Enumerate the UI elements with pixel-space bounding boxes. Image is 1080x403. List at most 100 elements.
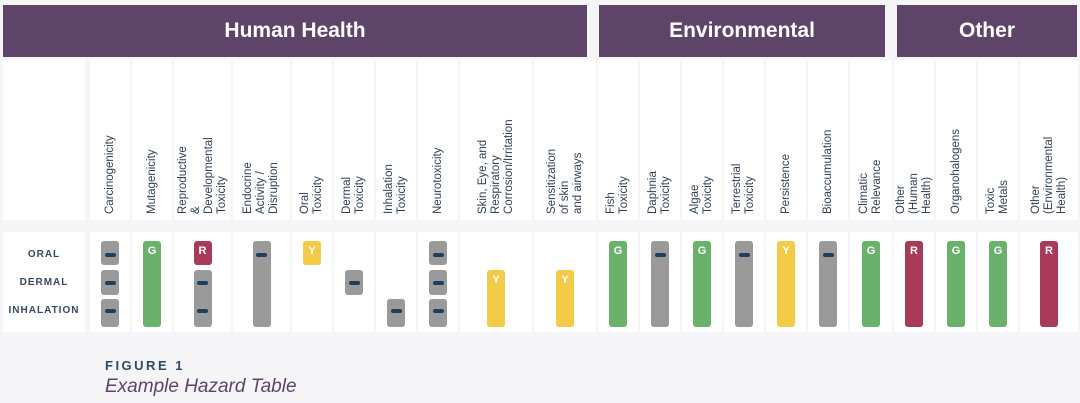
column-header-label: Mutagenicity <box>145 149 158 214</box>
hazard-mark <box>193 270 212 327</box>
column-cell: G <box>132 232 172 332</box>
column-header: Sensitization of skin and airways <box>534 60 596 220</box>
column-header: Fish Toxicity <box>598 60 638 220</box>
hazard-mark: R <box>1040 241 1058 327</box>
group-header-0: Human Health <box>3 5 587 57</box>
column-header: Bioaccumulation <box>808 60 848 220</box>
figure-label: FIGURE 1 <box>105 358 185 373</box>
row-label-column: ORAL DERMAL INHALATION <box>3 232 85 332</box>
unknown-dash-icon <box>390 309 402 313</box>
hazard-mark: R <box>905 241 923 327</box>
column-header: Persistence <box>766 60 806 220</box>
hazard-mark <box>735 241 753 327</box>
column-cell <box>418 232 458 332</box>
unknown-dash-icon <box>738 253 750 257</box>
column-cell: Y <box>460 232 532 332</box>
hazard-mark: G <box>609 241 627 327</box>
unknown-dash-icon <box>432 309 444 313</box>
column-header-label: Toxic Metals <box>985 180 1010 214</box>
column-header-label: Persistence <box>779 153 792 214</box>
column-cell <box>376 232 416 332</box>
group-header-1: Environmental <box>599 5 885 57</box>
column-header-label: Organohalogens <box>949 128 962 214</box>
column-header-label: Climatic Relevance <box>858 159 883 214</box>
column-header-label: Algae Toxicity <box>689 176 714 214</box>
hazard-mark: G <box>143 241 161 327</box>
column-cell: R <box>1020 232 1078 332</box>
column-cell <box>90 232 130 332</box>
hazard-mark <box>429 299 447 327</box>
figure-title: Example Hazard Table <box>105 376 297 397</box>
hazard-mark <box>387 299 405 327</box>
hazard-mark <box>819 241 837 327</box>
column-header-label: Terrestrial Toxicity <box>731 163 756 214</box>
column-cell: G <box>598 232 638 332</box>
unknown-dash-icon <box>654 253 666 257</box>
column-header-label: Oral Toxicity <box>299 176 324 214</box>
column-cell: G <box>936 232 976 332</box>
column-cell: Y <box>292 232 332 332</box>
column-header: Reproductive & Developmental Toxicity <box>174 60 231 220</box>
row-label-dermal: DERMAL <box>19 277 69 288</box>
column-header: Other (Environmental Health) <box>1020 60 1078 220</box>
column-header: Endocrine Activity / Disruption <box>233 60 290 220</box>
hazard-mark: Y <box>487 270 505 327</box>
column-header: Organohalogens <box>936 60 976 220</box>
unknown-dash-icon <box>256 253 267 257</box>
group-header-2: Other <box>897 5 1077 57</box>
column-header-label: Endocrine Activity / Disruption <box>242 162 280 214</box>
column-header: Toxic Metals <box>978 60 1018 220</box>
unknown-dash-icon <box>348 281 360 285</box>
hazard-mark: Y <box>556 270 574 327</box>
column-header-label: Sensitization of skin and airways <box>545 148 584 214</box>
row-label-oral: ORAL <box>27 249 61 260</box>
column-cell <box>724 232 764 332</box>
hazard-mark: G <box>693 241 711 327</box>
column-cell: R <box>894 232 934 332</box>
column-header-label: Neurotoxicity <box>431 147 444 214</box>
column-cell <box>334 232 374 332</box>
hazard-mark <box>252 241 271 327</box>
column-header: Neurotoxicity <box>418 60 458 220</box>
hazard-mark: G <box>947 241 965 327</box>
row-label-inhalation: INHALATION <box>8 305 80 316</box>
column-cell: G <box>682 232 722 332</box>
column-header-label: Reproductive & Developmental Toxicity <box>176 137 228 214</box>
unknown-dash-icon <box>104 253 116 257</box>
column-header-label: Carcinogenicity <box>103 135 116 214</box>
column-header: Other (Human Health) <box>894 60 934 220</box>
column-header-label: Other (Human Health) <box>894 173 933 214</box>
hazard-mark: Y <box>777 241 795 327</box>
column-cell: G <box>850 232 892 332</box>
unknown-dash-icon <box>104 309 116 313</box>
unknown-dash-icon <box>432 281 444 285</box>
column-header: Oral Toxicity <box>292 60 332 220</box>
column-header: Mutagenicity <box>132 60 172 220</box>
column-header: Dermal Toxicity <box>334 60 374 220</box>
hazard-mark: G <box>989 241 1007 327</box>
unknown-dash-icon <box>197 309 208 313</box>
hazard-mark <box>651 241 669 327</box>
unknown-dash-icon <box>197 281 208 285</box>
column-header: Algae Toxicity <box>682 60 722 220</box>
column-header: Skin, Eye, and Respiratory Corrosion/Irr… <box>460 60 532 220</box>
column-header: Carcinogenicity <box>90 60 130 220</box>
column-header: Climatic Relevance <box>850 60 892 220</box>
column-cell <box>640 232 680 332</box>
column-header-label: Fish Toxicity <box>605 176 630 214</box>
column-cell: R <box>174 232 231 332</box>
column-cell <box>808 232 848 332</box>
column-cell: Y <box>766 232 806 332</box>
column-header-label: Bioaccumulation <box>821 129 834 214</box>
unknown-dash-icon <box>432 253 444 257</box>
column-cell: Y <box>534 232 596 332</box>
hazard-mark: R <box>193 241 212 265</box>
column-header-label: Skin, Eye, and Respiratory Corrosion/Irr… <box>476 119 515 214</box>
column-cell <box>233 232 290 332</box>
corner-cell <box>3 60 85 220</box>
column-header: Inhalation Toxicity <box>376 60 416 220</box>
unknown-dash-icon <box>822 253 834 257</box>
column-header-label: Daphnia Toxicity <box>647 171 672 214</box>
column-header: Daphnia Toxicity <box>640 60 680 220</box>
column-header-label: Inhalation Toxicity <box>383 164 408 214</box>
